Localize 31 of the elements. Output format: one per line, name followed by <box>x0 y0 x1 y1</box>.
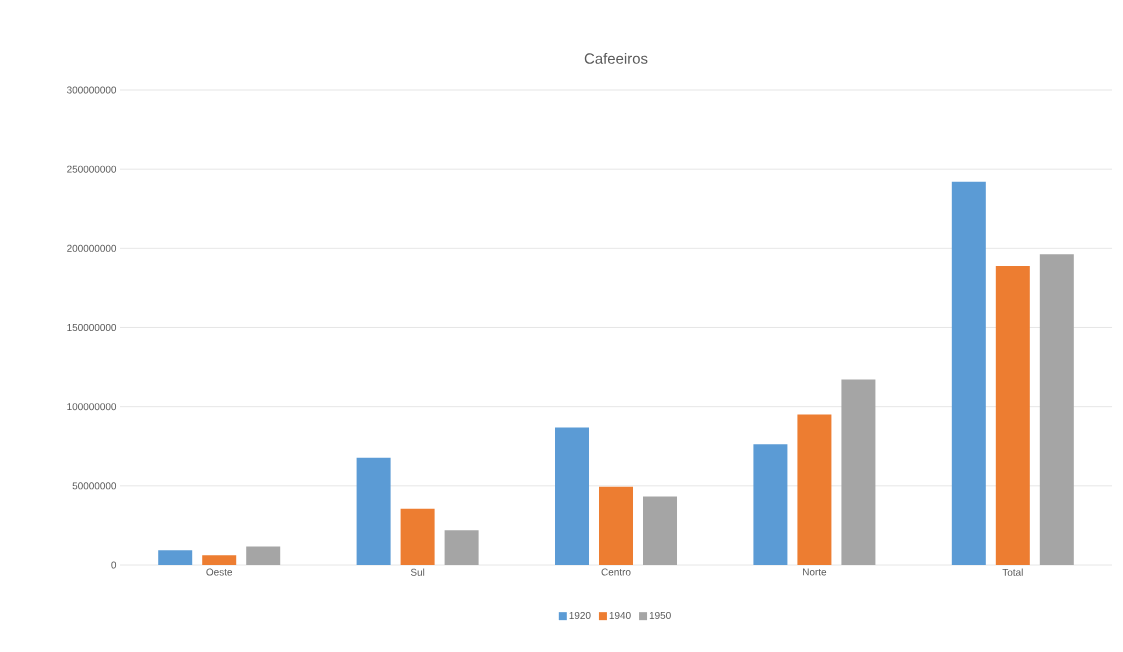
x-tick-label: Centro <box>601 568 631 576</box>
bar <box>951 181 986 565</box>
bar <box>599 486 634 565</box>
y-tick-label: 150000000 <box>67 323 117 332</box>
x-tick-label: Sul <box>410 568 425 576</box>
y-tick-label: 200000000 <box>67 244 117 252</box>
chart-title: Cafeeiros <box>584 52 648 64</box>
bar <box>444 530 479 565</box>
y-tick-label: 50000000 <box>72 482 117 490</box>
bar <box>158 550 193 565</box>
y-tick-label: 100000000 <box>67 403 117 411</box>
bar <box>246 546 281 565</box>
bar <box>1039 254 1074 565</box>
bar <box>400 508 435 565</box>
bar <box>753 444 788 565</box>
x-tick-label: Norte <box>803 568 827 576</box>
bar <box>841 379 876 565</box>
bar <box>356 457 391 565</box>
y-tick-label: 300000000 <box>66 86 117 94</box>
bar <box>797 414 832 565</box>
legend-label: 1940 <box>609 611 631 619</box>
x-tick-label: Total <box>1002 568 1023 576</box>
bar <box>555 427 590 565</box>
y-tick-label: 250000000 <box>67 165 117 173</box>
y-tick-label: 0 <box>111 561 117 569</box>
bar <box>643 496 678 565</box>
legend-label: 1920 <box>569 611 591 619</box>
x-tick-label: Oeste <box>206 568 233 576</box>
legend-label: 1950 <box>649 611 671 619</box>
bar <box>202 555 237 565</box>
bar <box>995 266 1030 565</box>
